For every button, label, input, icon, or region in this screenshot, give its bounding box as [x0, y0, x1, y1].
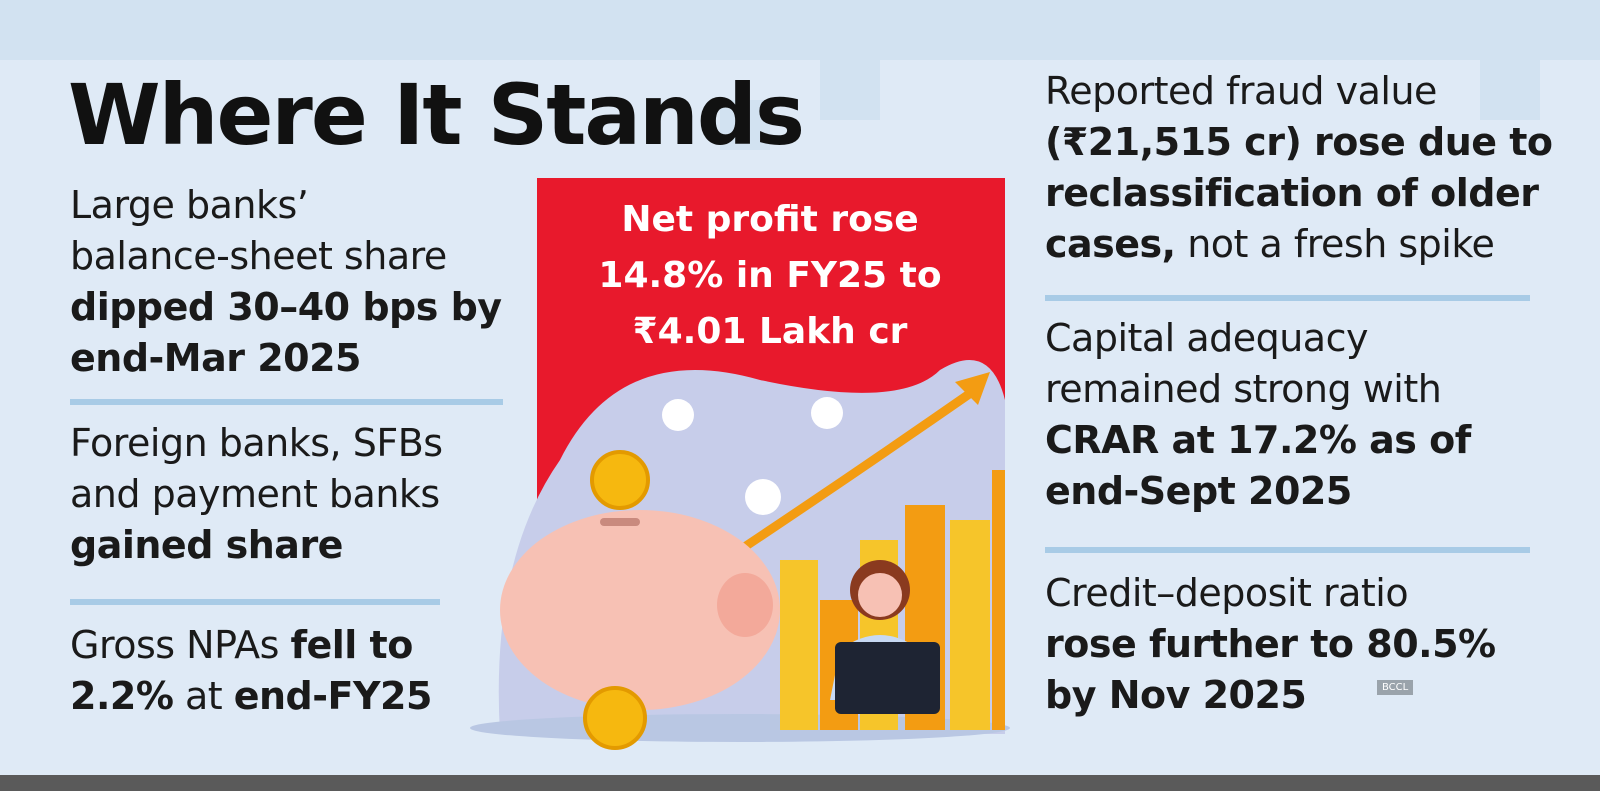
highlight-text: ₹4.01 Lakh cr [632, 311, 908, 352]
fact-text: at [173, 674, 234, 718]
fact-text: by Nov 2025 [1045, 673, 1307, 717]
fact: Foreign banks, SFBs and payment banks ga… [70, 418, 443, 571]
fact-text: Large banks’ [70, 183, 309, 227]
fact-text: and payment banks [70, 472, 440, 516]
fact-text: cases, [1045, 222, 1176, 266]
fact: Gross NPAs fell to 2.2% at end-FY25 [70, 620, 432, 722]
fact-text: Gross NPAs [70, 623, 291, 667]
fact-text: end-Mar 2025 [70, 336, 362, 380]
highlight: Net profit rose 14.8% in FY25 to ₹4.01 L… [540, 192, 1000, 360]
fact-text: (₹21,515 cr) rose due to [1045, 120, 1553, 164]
fact-text: Capital adequacy [1045, 316, 1368, 360]
fact-text: Credit–deposit ratio [1045, 571, 1409, 615]
fact-text: end-Sept 2025 [1045, 469, 1352, 513]
credit: BCCL [1377, 680, 1414, 695]
fact-text: dipped 30–40 bps by [70, 285, 502, 329]
fact-text: rose further to 80.5% [1045, 622, 1496, 666]
fact-text: end-FY25 [233, 674, 433, 718]
fact-text: 2.2% [70, 674, 174, 718]
fact-text: reclassification of older [1045, 171, 1539, 215]
fact-text: not a fresh spike [1175, 222, 1495, 266]
fact-text: Reported fraud value [1045, 69, 1437, 113]
fact-text: Foreign banks, SFBs [70, 421, 443, 465]
fact-text: remained strong with [1045, 367, 1442, 411]
fact-text: gained share [70, 523, 343, 567]
fact-text: fell to [290, 623, 413, 667]
fact: Reported fraud value (₹21,515 cr) rose du… [1045, 66, 1553, 270]
fact: Capital adequacy remained strong with CR… [1045, 313, 1471, 517]
fact-text: CRAR at 17.2% as of [1045, 418, 1471, 462]
fact: Large banks’ balance-sheet share dipped … [70, 180, 502, 384]
highlight-text: 14.8% in FY25 to [598, 255, 942, 296]
highlight-text: Net profit rose [621, 199, 919, 240]
title: Where It Stands [68, 66, 805, 164]
fact: Credit–deposit ratio rose further to 80.… [1045, 568, 1496, 721]
fact-text: balance-sheet share [70, 234, 447, 278]
